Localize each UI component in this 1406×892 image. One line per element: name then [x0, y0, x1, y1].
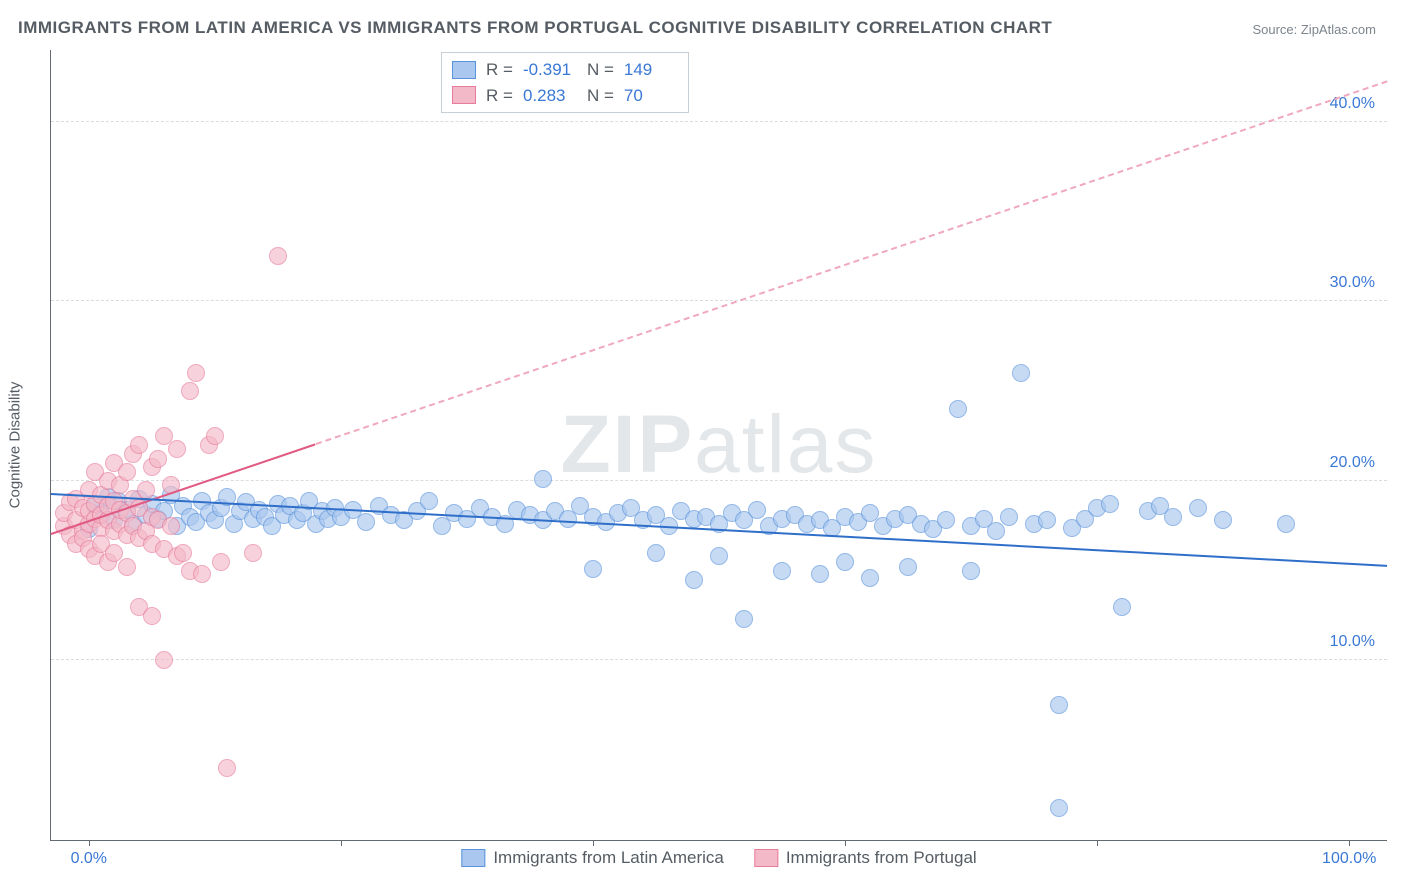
data-point	[647, 544, 665, 562]
data-point	[244, 544, 262, 562]
x-tick-label: 100.0%	[1322, 850, 1376, 868]
data-point	[137, 481, 155, 499]
legend-swatch-a	[461, 849, 485, 867]
y-tick-label: 20.0%	[1330, 454, 1375, 472]
data-point	[357, 513, 375, 531]
stats-row-series-b: R = 0.283 N = 70	[452, 83, 678, 109]
stat-label-n: N =	[587, 57, 614, 83]
source-attribution: Source: ZipAtlas.com	[1252, 22, 1376, 37]
watermark: ZIPatlas	[561, 398, 878, 492]
gridline-h	[51, 659, 1387, 660]
data-point	[1050, 696, 1068, 714]
x-tick-mark	[845, 840, 846, 846]
data-point	[811, 565, 829, 583]
data-point	[269, 247, 287, 265]
legend-item-series-b: Immigrants from Portugal	[754, 848, 977, 868]
x-tick-mark	[1349, 840, 1350, 846]
data-point	[710, 547, 728, 565]
legend-label-b: Immigrants from Portugal	[786, 848, 977, 868]
x-tick-mark	[89, 840, 90, 846]
data-point	[118, 558, 136, 576]
data-point	[162, 517, 180, 535]
data-point	[584, 560, 602, 578]
data-point	[1164, 508, 1182, 526]
watermark-rest: atlas	[694, 399, 877, 490]
data-point	[987, 522, 1005, 540]
data-point	[1101, 495, 1119, 513]
data-point	[937, 511, 955, 529]
swatch-series-a	[452, 61, 476, 79]
source-link[interactable]: ZipAtlas.com	[1301, 22, 1376, 37]
data-point	[212, 553, 230, 571]
scatter-chart: ZIPatlas Cognitive Disability R = -0.391…	[50, 50, 1387, 841]
data-point	[748, 501, 766, 519]
y-tick-label: 30.0%	[1330, 274, 1375, 292]
x-axis-legend: Immigrants from Latin America Immigrants…	[461, 848, 976, 868]
correlation-stats-box: R = -0.391 N = 149 R = 0.283 N = 70	[441, 52, 689, 113]
stats-row-series-a: R = -0.391 N = 149	[452, 57, 678, 83]
y-axis-label: Cognitive Disability	[7, 382, 24, 509]
data-point	[1038, 511, 1056, 529]
stat-value-r-b: 0.283	[523, 83, 577, 109]
data-point	[1050, 799, 1068, 817]
data-point	[773, 562, 791, 580]
watermark-bold: ZIP	[561, 399, 695, 490]
data-point	[949, 400, 967, 418]
x-tick-mark	[593, 840, 594, 846]
swatch-series-b	[452, 86, 476, 104]
data-point	[1012, 364, 1030, 382]
data-point	[861, 569, 879, 587]
data-point	[155, 651, 173, 669]
legend-item-series-a: Immigrants from Latin America	[461, 848, 724, 868]
stat-value-r-a: -0.391	[523, 57, 577, 83]
data-point	[168, 440, 186, 458]
data-point	[149, 450, 167, 468]
stat-label-n: N =	[587, 83, 614, 109]
stat-value-n-a: 149	[624, 57, 678, 83]
gridline-h	[51, 121, 1387, 122]
data-point	[962, 562, 980, 580]
stat-label-r: R =	[486, 57, 513, 83]
stat-label-r: R =	[486, 83, 513, 109]
data-point	[218, 759, 236, 777]
data-point	[836, 553, 854, 571]
data-point	[187, 364, 205, 382]
legend-label-a: Immigrants from Latin America	[493, 848, 724, 868]
legend-swatch-b	[754, 849, 778, 867]
data-point	[899, 558, 917, 576]
data-point	[143, 607, 161, 625]
data-point	[1113, 598, 1131, 616]
data-point	[1189, 499, 1207, 517]
data-point	[118, 463, 136, 481]
data-point	[174, 544, 192, 562]
data-point	[685, 571, 703, 589]
gridline-h	[51, 480, 1387, 481]
data-point	[206, 427, 224, 445]
data-point	[420, 492, 438, 510]
data-point	[1214, 511, 1232, 529]
gridline-h	[51, 300, 1387, 301]
stat-value-n-b: 70	[624, 83, 678, 109]
data-point	[735, 610, 753, 628]
x-tick-mark	[341, 840, 342, 846]
data-point	[193, 565, 211, 583]
data-point	[1000, 508, 1018, 526]
data-point	[181, 382, 199, 400]
data-point	[1277, 515, 1295, 533]
data-point	[534, 470, 552, 488]
x-tick-mark	[1097, 840, 1098, 846]
trend-line	[315, 80, 1387, 445]
source-prefix: Source:	[1252, 22, 1300, 37]
chart-title: IMMIGRANTS FROM LATIN AMERICA VS IMMIGRA…	[18, 18, 1052, 38]
data-point	[130, 436, 148, 454]
x-tick-label: 0.0%	[71, 850, 107, 868]
y-tick-label: 10.0%	[1330, 633, 1375, 651]
